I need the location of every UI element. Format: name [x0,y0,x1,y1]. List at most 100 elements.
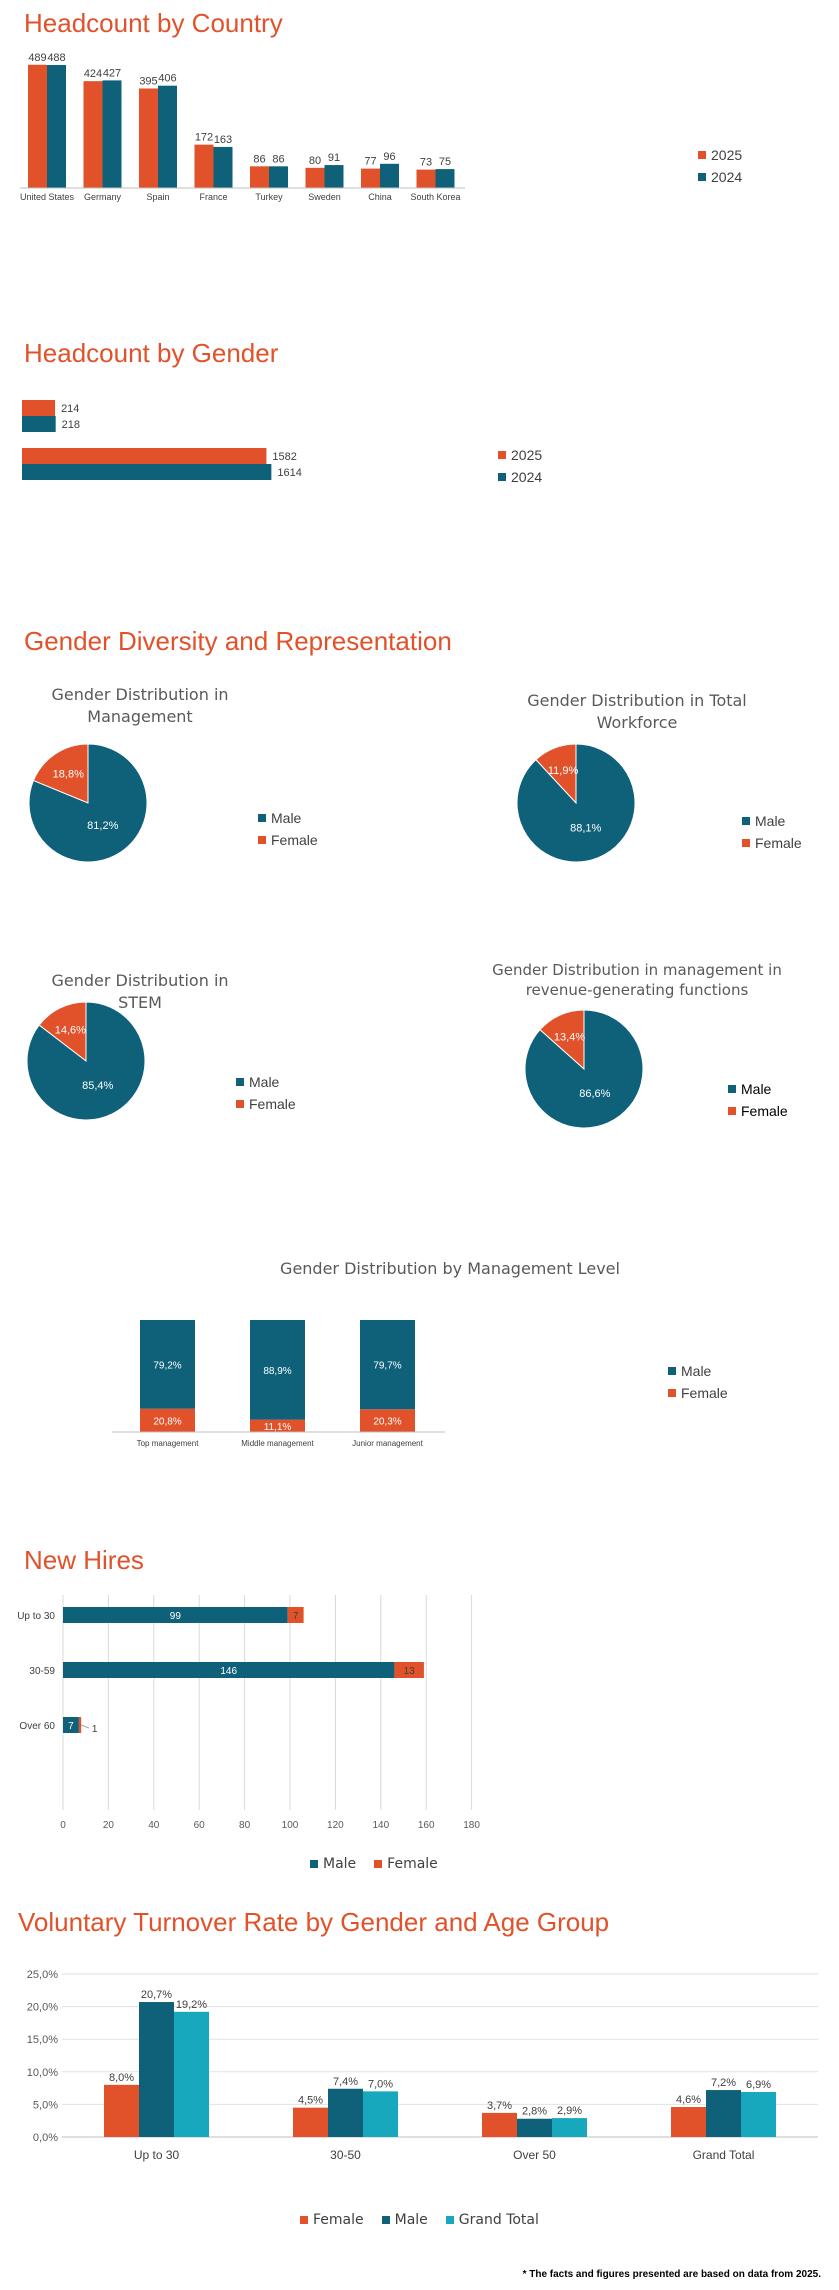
pie-chart-stem: 14,6% 85,4% [26,1001,146,1121]
legend-label-2025: 2025 [511,447,543,463]
swatch-female [258,836,266,844]
bar-2024-1 [102,80,122,188]
data-label: 7,2% [711,2077,736,2089]
legend-turnover: Female Male Grand Total [300,2211,539,2229]
bar-grand-total-3 [741,2092,776,2137]
data-label: 20,7% [141,1989,172,2001]
legend-item-female: Female [236,1093,296,1115]
data-label: 96 [383,151,395,163]
pie-label-female: 14,6% [55,1024,86,1036]
bar-2024-7 [435,169,455,188]
category-label: Over 50 [513,2148,556,2162]
bar-2025-1 [83,81,103,188]
pie-label-male: 85,4% [82,1080,113,1092]
bar-2025-6 [361,168,380,188]
bar-female-0 [104,2084,139,2137]
data-label-male: 146 [220,1666,237,1677]
bar-male-2 [63,1717,79,1733]
legend-item-male: Male [742,810,802,832]
data-label: 489 [28,52,46,64]
bar-2024-1 [22,464,272,480]
data-label-male: 79,7% [373,1361,401,1372]
footnote: * The facts and figures presented are ba… [522,2269,821,2280]
data-label: 1582 [272,451,296,463]
swatch-male [381,2216,390,2224]
x-tick-label: 60 [194,1820,206,1831]
legend-gender-workforce: Male Female [742,810,802,854]
y-tick-label: 10,0% [27,2067,58,2079]
category-label: United States [20,192,75,202]
x-tick-label: 180 [463,1820,480,1831]
legend-label-female: Female [271,832,318,848]
legend-label-male: Male [755,813,786,829]
legend-label-female: Female [681,1385,728,1401]
section-title-headcount-country: Headcount by Country [24,8,283,38]
pie-label-male: 88,1% [570,823,601,835]
legend-item-female: Female [728,1100,788,1122]
data-label: 75 [439,156,451,168]
data-label: 214 [61,403,79,415]
legend-item-grand-total: Grand Total [445,2211,539,2229]
data-label: 86 [253,153,265,165]
legend-gender-mgmt-level: Male Female [668,1360,728,1404]
legend-item-male: Male [381,2211,428,2229]
bar-2024-3 [213,146,233,188]
legend-label-male: Male [394,2212,428,2228]
pie-slice-male [26,1001,146,1121]
swatch-female [668,1389,676,1397]
data-label: 2,8% [522,2106,547,2118]
bar-male-0 [63,1607,288,1623]
category-label: Sweden [308,192,341,202]
legend-item-2024: 2024 [498,466,542,488]
bar-male-0 [139,2002,174,2137]
legend-item-female: Female [300,2211,364,2229]
legend-label-grand-total: Grand Total [458,2212,539,2228]
data-label-female: 13 [404,1666,416,1677]
pie-label-female: 18,8% [53,769,84,781]
pie-title-stem: Gender Distribution in STEM [51,971,229,1012]
section-title-diversity: Gender Diversity and Representation [24,626,452,656]
swatch-male [236,1078,244,1086]
bar-grand-total-1 [363,2091,398,2137]
legend-years-gender: 2025 2024 [498,444,542,488]
bar-female-3 [671,2107,706,2137]
category-label: China [368,192,392,202]
swatch-male [310,1860,318,1868]
data-label: 91 [328,152,340,164]
bar-2025-0 [22,400,56,416]
bar-female-1 [394,1662,424,1678]
legend-label-male: Male [741,1081,772,1097]
x-tick-label: 40 [148,1820,160,1831]
data-label: 86 [272,153,284,165]
legend-item-female: Female [668,1382,728,1404]
bar-male-0 [140,1320,195,1409]
legend-item-male: Male [310,1855,356,1873]
data-label: 488 [47,52,65,64]
swatch-2024 [498,473,506,481]
data-label: 4,6% [676,2094,701,2106]
x-tick-label: 160 [418,1820,435,1831]
legend-years-country: 2025 2024 [698,144,742,188]
category-label: Junior management [352,1439,423,1448]
data-label: 395 [139,75,157,87]
swatch-female [742,839,750,847]
data-label: 172 [195,132,213,144]
pie-label-male: 86,6% [579,1088,610,1100]
y-tick-label: 25,0% [27,1969,58,1981]
category-label: South Korea [410,192,460,202]
bar-2024-6 [380,163,399,188]
pie-slice-male [28,743,148,863]
bar-male-2 [360,1320,415,1410]
management-level-chart: 20,8% 79,2% Top management 11,1% 88,9% Middle… [112,1320,445,1448]
swatch-female [300,2216,308,2224]
legend-label-female: Female [313,2212,364,2228]
bar-male-1 [250,1320,305,1420]
swatch-female [236,1100,244,1108]
pie-label-male: 81,2% [87,820,118,832]
section-title-turnover: Voluntary Turnover Rate by Gender and Ag… [18,1907,610,1937]
bar-male-1 [328,2088,363,2137]
data-label: 7,4% [333,2076,358,2088]
swatch-female [374,1860,383,1868]
data-label: 8,0% [109,2072,134,2084]
